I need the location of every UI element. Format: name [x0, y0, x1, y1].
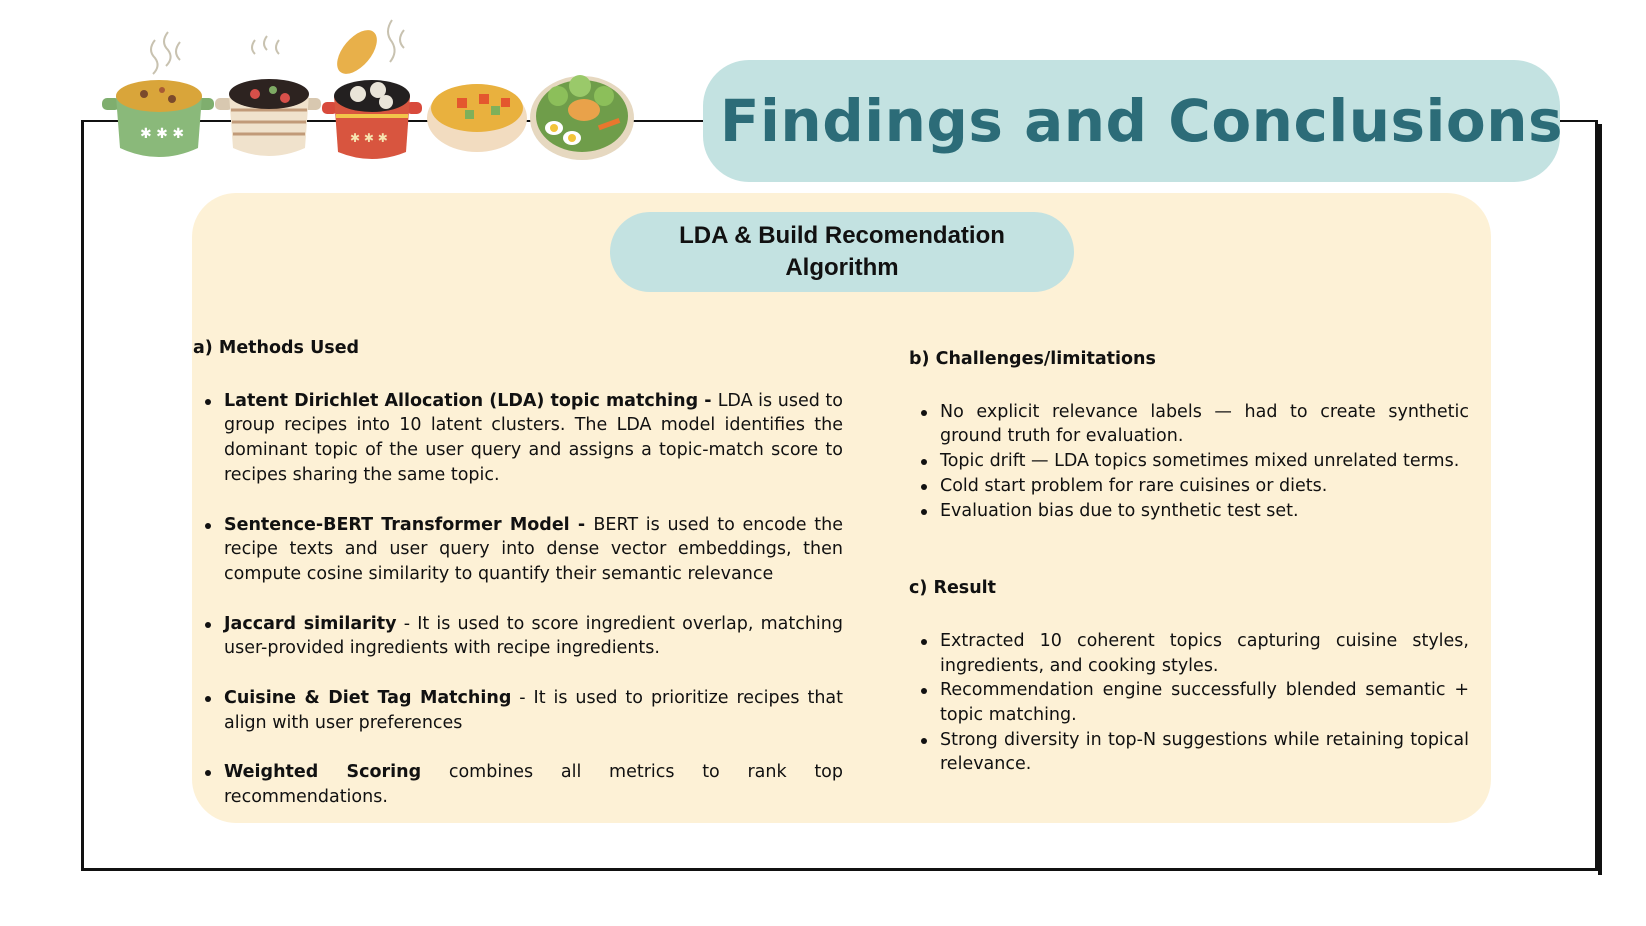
challenges-list: No explicit relevance labels — had to cr…: [909, 400, 1469, 524]
list-item: Weighted Scoring combines all metrics to…: [205, 760, 843, 809]
frame-shadow: [1598, 124, 1602, 875]
food-illustrations: ✱ ✱ ✱ ✱ ✱ ✱: [102, 19, 634, 160]
list-item: Strong diversity in top-N suggestions wh…: [921, 728, 1469, 777]
stew-pot-icon: [215, 35, 321, 156]
item-text: BERT is used to encode the recipe texts …: [224, 514, 843, 584]
item-term: Jaccard similarity: [224, 613, 397, 634]
list-item: Extracted 10 coherent topics capturing c…: [921, 629, 1469, 678]
soup-pot-icon: ✱ ✱ ✱: [102, 31, 214, 157]
content-panel: [192, 193, 1491, 823]
veg-soup-bowl-icon: [427, 84, 527, 152]
item-text: combines all metrics to rank top recomme…: [224, 762, 843, 808]
section-subtitle: LDA & Build Recomendation Algorithm: [679, 222, 1005, 281]
item-text: - It is used to prioritize recipes that …: [224, 688, 844, 733]
dumpling-pot-icon: ✱ ✱ ✱: [322, 19, 422, 159]
item-text: LDA is used to group recipes into 10 lat…: [224, 390, 843, 485]
item-term: Cuisine & Diet Tag Matching: [224, 688, 512, 709]
list-item: Recommendation engine successfully blend…: [921, 678, 1469, 727]
result-heading: c) Result: [909, 578, 997, 599]
list-item: Sentence-BERT Transformer Model - BERT i…: [205, 513, 843, 587]
list-item: Cold start problem for rare cuisines or …: [921, 474, 1469, 499]
challenges-heading: b) Challenges/limitations: [909, 349, 1156, 369]
methods-section: a) Methods Used Latent Dirichlet Allocat…: [193, 336, 843, 835]
item-text: - It is used to score ingredient overlap…: [224, 613, 843, 659]
item-term: Sentence-BERT Transformer Model -: [224, 514, 594, 535]
svg-text:✱ ✱ ✱: ✱ ✱ ✱: [350, 131, 388, 145]
subtitle-banner: LDA & Build Recomendation Algorithm: [610, 212, 1074, 292]
page-title: Findings and Conclusions: [719, 87, 1564, 155]
list-item: Jaccard similarity - It is used to score…: [205, 612, 843, 661]
methods-list: Latent Dirichlet Allocation (LDA) topic …: [193, 389, 843, 810]
salad-plate-icon: [530, 75, 634, 160]
methods-heading: a) Methods Used: [193, 338, 360, 358]
svg-text:✱ ✱ ✱: ✱ ✱ ✱: [140, 126, 184, 142]
list-item: Evaluation bias due to synthetic test se…: [921, 499, 1469, 524]
list-item: Topic drift — LDA topics sometimes mixed…: [921, 449, 1469, 474]
list-item: Cuisine & Diet Tag Matching - It is used…: [205, 686, 844, 735]
challenges-result-section: b) Challenges/limitations No explicit re…: [909, 347, 1469, 777]
item-term: Latent Dirichlet Allocation (LDA) topic …: [224, 390, 718, 411]
list-item: No explicit relevance labels — had to cr…: [921, 400, 1469, 449]
title-banner: Findings and Conclusions: [703, 60, 1564, 182]
list-item: Latent Dirichlet Allocation (LDA) topic …: [205, 389, 843, 488]
item-term: Weighted Scoring: [224, 762, 422, 783]
result-list: Extracted 10 coherent topics capturing c…: [909, 629, 1469, 777]
